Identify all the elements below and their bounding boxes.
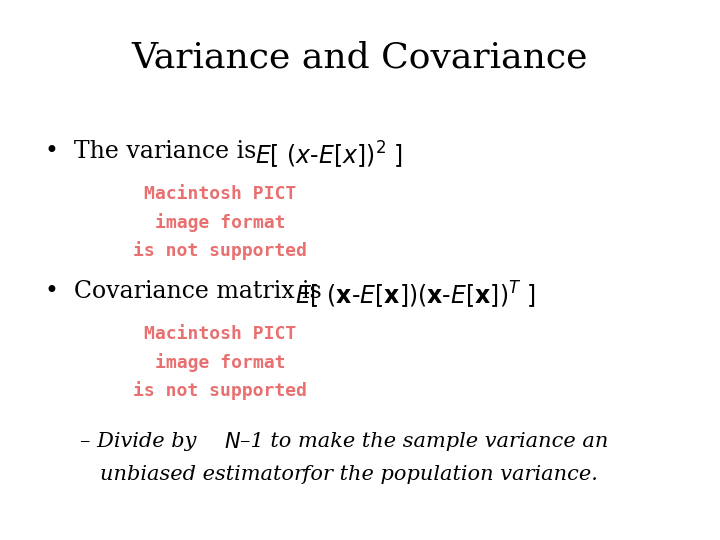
Text: $N$: $N$: [224, 432, 241, 452]
Text: Macintosh PICT: Macintosh PICT: [144, 325, 296, 343]
Text: $E$[ ($\mathbf{x}$-$E$[$\mathbf{x}$])($\mathbf{x}$-$E$[$\mathbf{x}$])$^T$ ]: $E$[ ($\mathbf{x}$-$E$[$\mathbf{x}$])($\…: [295, 280, 536, 311]
Text: –1 to make the sample variance an: –1 to make the sample variance an: [240, 432, 608, 451]
Text: – Divide by: – Divide by: [80, 432, 203, 451]
Text: Variance and Covariance: Variance and Covariance: [132, 40, 588, 74]
Text: $E$[ ($x$-$E$[$x$])$^2$ ]: $E$[ ($x$-$E$[$x$])$^2$ ]: [255, 140, 403, 171]
Text: •  Covariance matrix is: • Covariance matrix is: [45, 280, 322, 303]
Text: unbiased estimator: unbiased estimator: [100, 465, 304, 484]
Text: is not supported: is not supported: [133, 381, 307, 400]
Text: •  The variance is: • The variance is: [45, 140, 256, 163]
Text: image format: image format: [155, 353, 285, 372]
Text: image format: image format: [155, 213, 285, 232]
Text: Macintosh PICT: Macintosh PICT: [144, 185, 296, 203]
Text: is not supported: is not supported: [133, 241, 307, 260]
Text: for the population variance.: for the population variance.: [296, 465, 598, 484]
